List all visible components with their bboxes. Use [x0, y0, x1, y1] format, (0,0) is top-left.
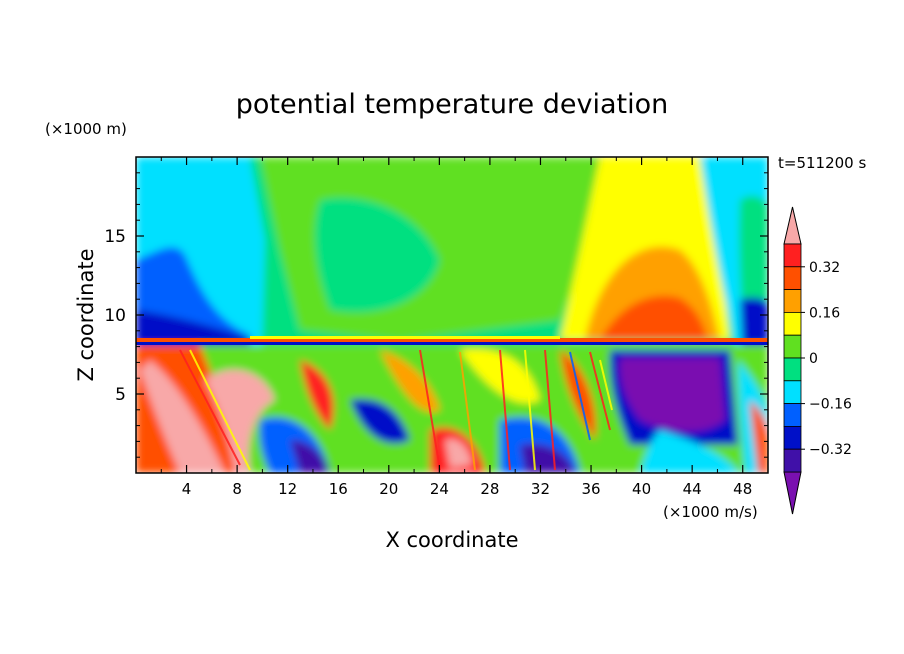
- colorbar-label: 0: [809, 351, 818, 367]
- x-tick-label: 20: [379, 480, 398, 498]
- colorbar-segment: [783, 425, 802, 450]
- chart-title: potential temperature deviation: [236, 89, 668, 120]
- time-label: t=511200 s: [778, 154, 866, 172]
- colorbar-extend-max: [783, 206, 802, 245]
- colorbar-segment: [783, 448, 802, 473]
- colorbar-extend-min: [783, 471, 802, 515]
- x-tick-label: 28: [480, 480, 499, 498]
- y-tick-label: 15: [104, 227, 126, 247]
- colorbar-segment: [783, 289, 802, 313]
- x-tick-label: 48: [733, 480, 752, 498]
- y-tick-label: 10: [104, 306, 126, 326]
- y-tick-label: 5: [115, 385, 126, 405]
- colorbar-segment: [783, 403, 802, 427]
- colorbar-segment: [783, 243, 802, 268]
- colorbar-segment: [783, 334, 802, 359]
- x-axis-label: X coordinate: [385, 528, 518, 552]
- x-tick-label: 16: [329, 480, 348, 498]
- colorbar-label: 0.32: [809, 260, 840, 276]
- y-unit-label: (×1000 m): [45, 120, 127, 138]
- y-axis: 5 10 15: [104, 172, 768, 458]
- y-axis-label: Z coordinate: [74, 248, 98, 381]
- x-unit-label: (×1000 m/s): [663, 503, 758, 521]
- x-tick-label: 36: [581, 480, 600, 498]
- colorbar-segment: [783, 311, 802, 336]
- x-tick-label: 40: [632, 480, 651, 498]
- x-axis: 4 8 12 16 20 24 28 32 36 40 44 48: [160, 157, 752, 498]
- colorbar-label: 0.16: [809, 305, 840, 321]
- x-tick-label: 44: [683, 480, 702, 498]
- x-tick-label: 24: [430, 480, 449, 498]
- x-tick-label: 4: [182, 480, 192, 498]
- x-tick-label: 12: [278, 480, 297, 498]
- x-tick-label: 8: [232, 480, 242, 498]
- colorbar-segment: [783, 357, 802, 382]
- colorbar-label: −0.16: [809, 397, 852, 413]
- colorbar-label: −0.32: [809, 442, 852, 458]
- colorbar-segment: [783, 380, 802, 404]
- colorbar-segment: [783, 266, 802, 290]
- x-tick-label: 32: [531, 480, 550, 498]
- heatmap-field: [136, 157, 768, 473]
- colorbar: 0.32 0.16 0 −0.16 −0.32: [783, 206, 852, 515]
